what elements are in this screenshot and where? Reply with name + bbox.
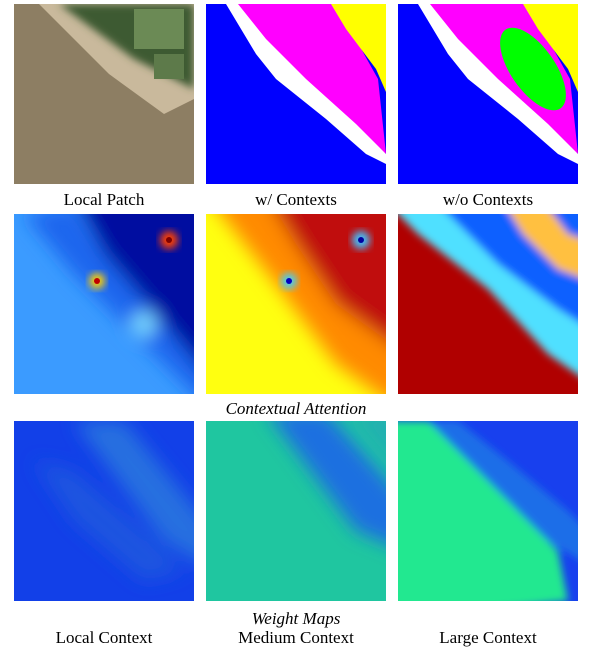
caption: Medium Context (238, 628, 354, 647)
with-contexts-map (206, 4, 386, 184)
caption: Local Context (56, 628, 153, 647)
attention-map (14, 194, 214, 414)
figure: Local Patch w/ Contexts w/o Contexts (0, 0, 589, 651)
attention-map (378, 194, 589, 394)
local-patch-image (14, 4, 194, 184)
section-label: Contextual Attention (226, 399, 367, 418)
weight-map (206, 411, 406, 601)
caption: Large Context (439, 628, 537, 647)
attention-map (206, 194, 406, 414)
caption: Local Patch (64, 190, 145, 209)
weight-map (378, 421, 589, 621)
weight-map (14, 421, 214, 601)
section-label: Weight Maps (252, 609, 341, 628)
without-contexts-map (398, 4, 579, 184)
caption: w/ Contexts (255, 190, 337, 209)
caption: w/o Contexts (443, 190, 533, 209)
